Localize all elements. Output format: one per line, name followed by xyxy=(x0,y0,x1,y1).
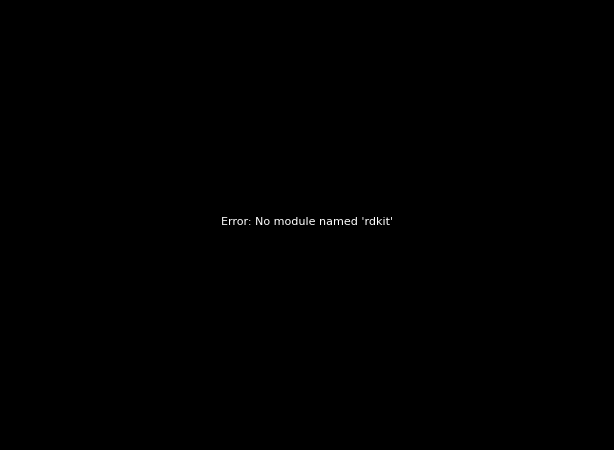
Text: Error: No module named 'rdkit': Error: No module named 'rdkit' xyxy=(221,217,393,227)
